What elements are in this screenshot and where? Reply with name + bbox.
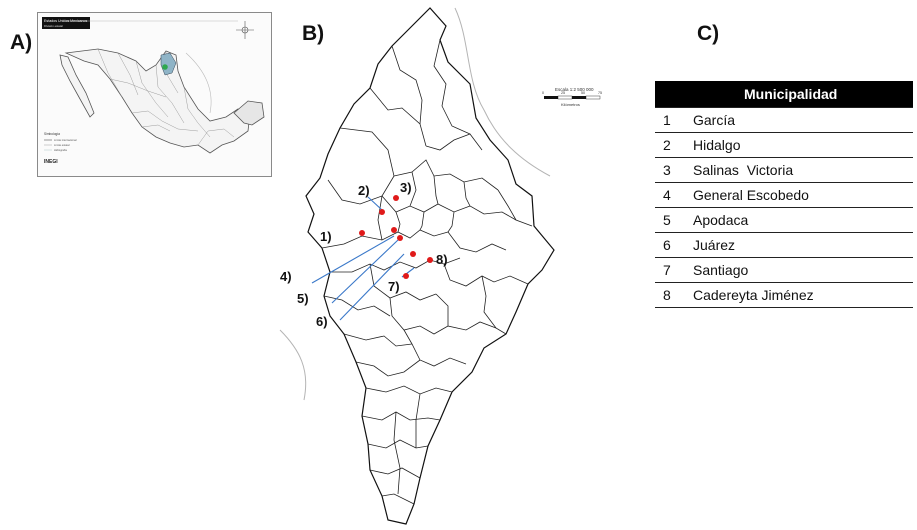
- baja-peninsula: [59, 54, 95, 118]
- table-row: 3 Salinas Victoria: [655, 157, 913, 183]
- table-row: 5 Apodaca: [655, 207, 913, 233]
- mexico-map-svg: Estados Unidos Mexicanos División estata…: [42, 17, 265, 165]
- row-number: 7: [655, 257, 693, 283]
- nuevo-leon-marker: [162, 64, 168, 70]
- state-outline: [305, 7, 555, 525]
- scale-tick-25: 25: [561, 91, 565, 95]
- nuevo-leon-map: Escala 1:2 500 000 0 25 50 75 Kilómetros: [270, 0, 655, 525]
- callout-7: 7): [388, 279, 400, 294]
- inset-legend-item-1: Límite internacional: [54, 138, 77, 142]
- table-header-row: Municipalidad: [655, 81, 913, 108]
- municipal-boundaries: [321, 39, 533, 505]
- callout-1: 1): [320, 229, 332, 244]
- callout-5: 5): [297, 291, 309, 306]
- nuevo-leon-map-svg: Escala 1:2 500 000 0 25 50 75 Kilómetros: [279, 7, 602, 525]
- table-row: 7 Santiago: [655, 257, 913, 283]
- mexico-outline: [64, 48, 251, 154]
- point-salinas-victoria: [393, 195, 399, 201]
- row-municipality: Juárez: [693, 232, 913, 258]
- municipality-points: [359, 195, 433, 279]
- point-santiago: [403, 273, 409, 279]
- scale-tick-0: 0: [542, 91, 544, 95]
- table-row: 4 General Escobedo: [655, 182, 913, 208]
- table-header-label: Municipalidad: [744, 86, 838, 102]
- panel-label-b: B): [302, 22, 325, 45]
- point-hidalgo: [379, 209, 385, 215]
- row-number: 5: [655, 207, 693, 233]
- inset-legend-item-3: Hidrografía: [54, 148, 67, 152]
- row-number: 2: [655, 132, 693, 158]
- scale-title: Escala 1:2 500 000: [555, 87, 594, 92]
- municipality-table: Municipalidad 1 García 2 Hidalgo 3 Salin…: [655, 81, 913, 308]
- table-row: 8 Cadereyta Jiménez: [655, 282, 913, 308]
- row-municipality: General Escobedo: [693, 182, 913, 208]
- panel-label-a: A): [10, 31, 33, 54]
- inegi-logo: INEGI: [44, 159, 58, 165]
- point-juarez: [410, 251, 416, 257]
- table-row: 6 Juárez: [655, 232, 913, 258]
- table-row: 1 García: [655, 107, 913, 133]
- table-header: Municipalidad: [655, 81, 913, 108]
- row-municipality: Apodaca: [693, 207, 913, 233]
- point-garcia: [359, 230, 365, 236]
- callout-8: 8): [436, 252, 448, 267]
- row-number: 8: [655, 282, 693, 308]
- row-number: 6: [655, 232, 693, 258]
- table-row: 2 Hidalgo: [655, 132, 913, 158]
- row-municipality: Cadereyta Jiménez: [693, 282, 913, 308]
- panel-label-c: C): [697, 22, 720, 45]
- row-municipality: Hidalgo: [693, 132, 913, 158]
- mexico-inset-map: Estados Unidos Mexicanos División estata…: [37, 12, 272, 177]
- scale-tick-75: 75: [598, 91, 602, 95]
- inset-header-box: [42, 17, 90, 29]
- callout-4: 4): [280, 269, 292, 284]
- row-number: 1: [655, 107, 693, 133]
- scale-tick-50: 50: [581, 91, 585, 95]
- row-municipality: Santiago: [693, 257, 913, 283]
- scale-bar: [544, 95, 601, 100]
- leader-lines: [311, 196, 415, 321]
- inset-header-subtitle: División estatal: [44, 24, 63, 28]
- point-cadereyta: [427, 257, 433, 263]
- point-general-escobedo: [391, 227, 397, 233]
- point-apodaca: [397, 235, 403, 241]
- inset-legend-item-2: Límite estatal: [54, 143, 70, 147]
- row-municipality: García: [693, 107, 913, 133]
- yucatan-peninsula: [233, 100, 265, 126]
- scale-unit: Kilómetros: [561, 102, 580, 107]
- row-number: 3: [655, 157, 693, 183]
- state-boundaries: [97, 48, 235, 146]
- callout-2: 2): [358, 183, 370, 198]
- row-municipality: Salinas Victoria: [693, 157, 913, 183]
- inset-header-title: Estados Unidos Mexicanos: [44, 19, 88, 23]
- callout-3: 3): [400, 180, 412, 195]
- compass-icon: [236, 21, 254, 39]
- row-number: 4: [655, 182, 693, 208]
- callout-6: 6): [316, 314, 328, 329]
- inset-legend-title: Simbología: [44, 132, 60, 136]
